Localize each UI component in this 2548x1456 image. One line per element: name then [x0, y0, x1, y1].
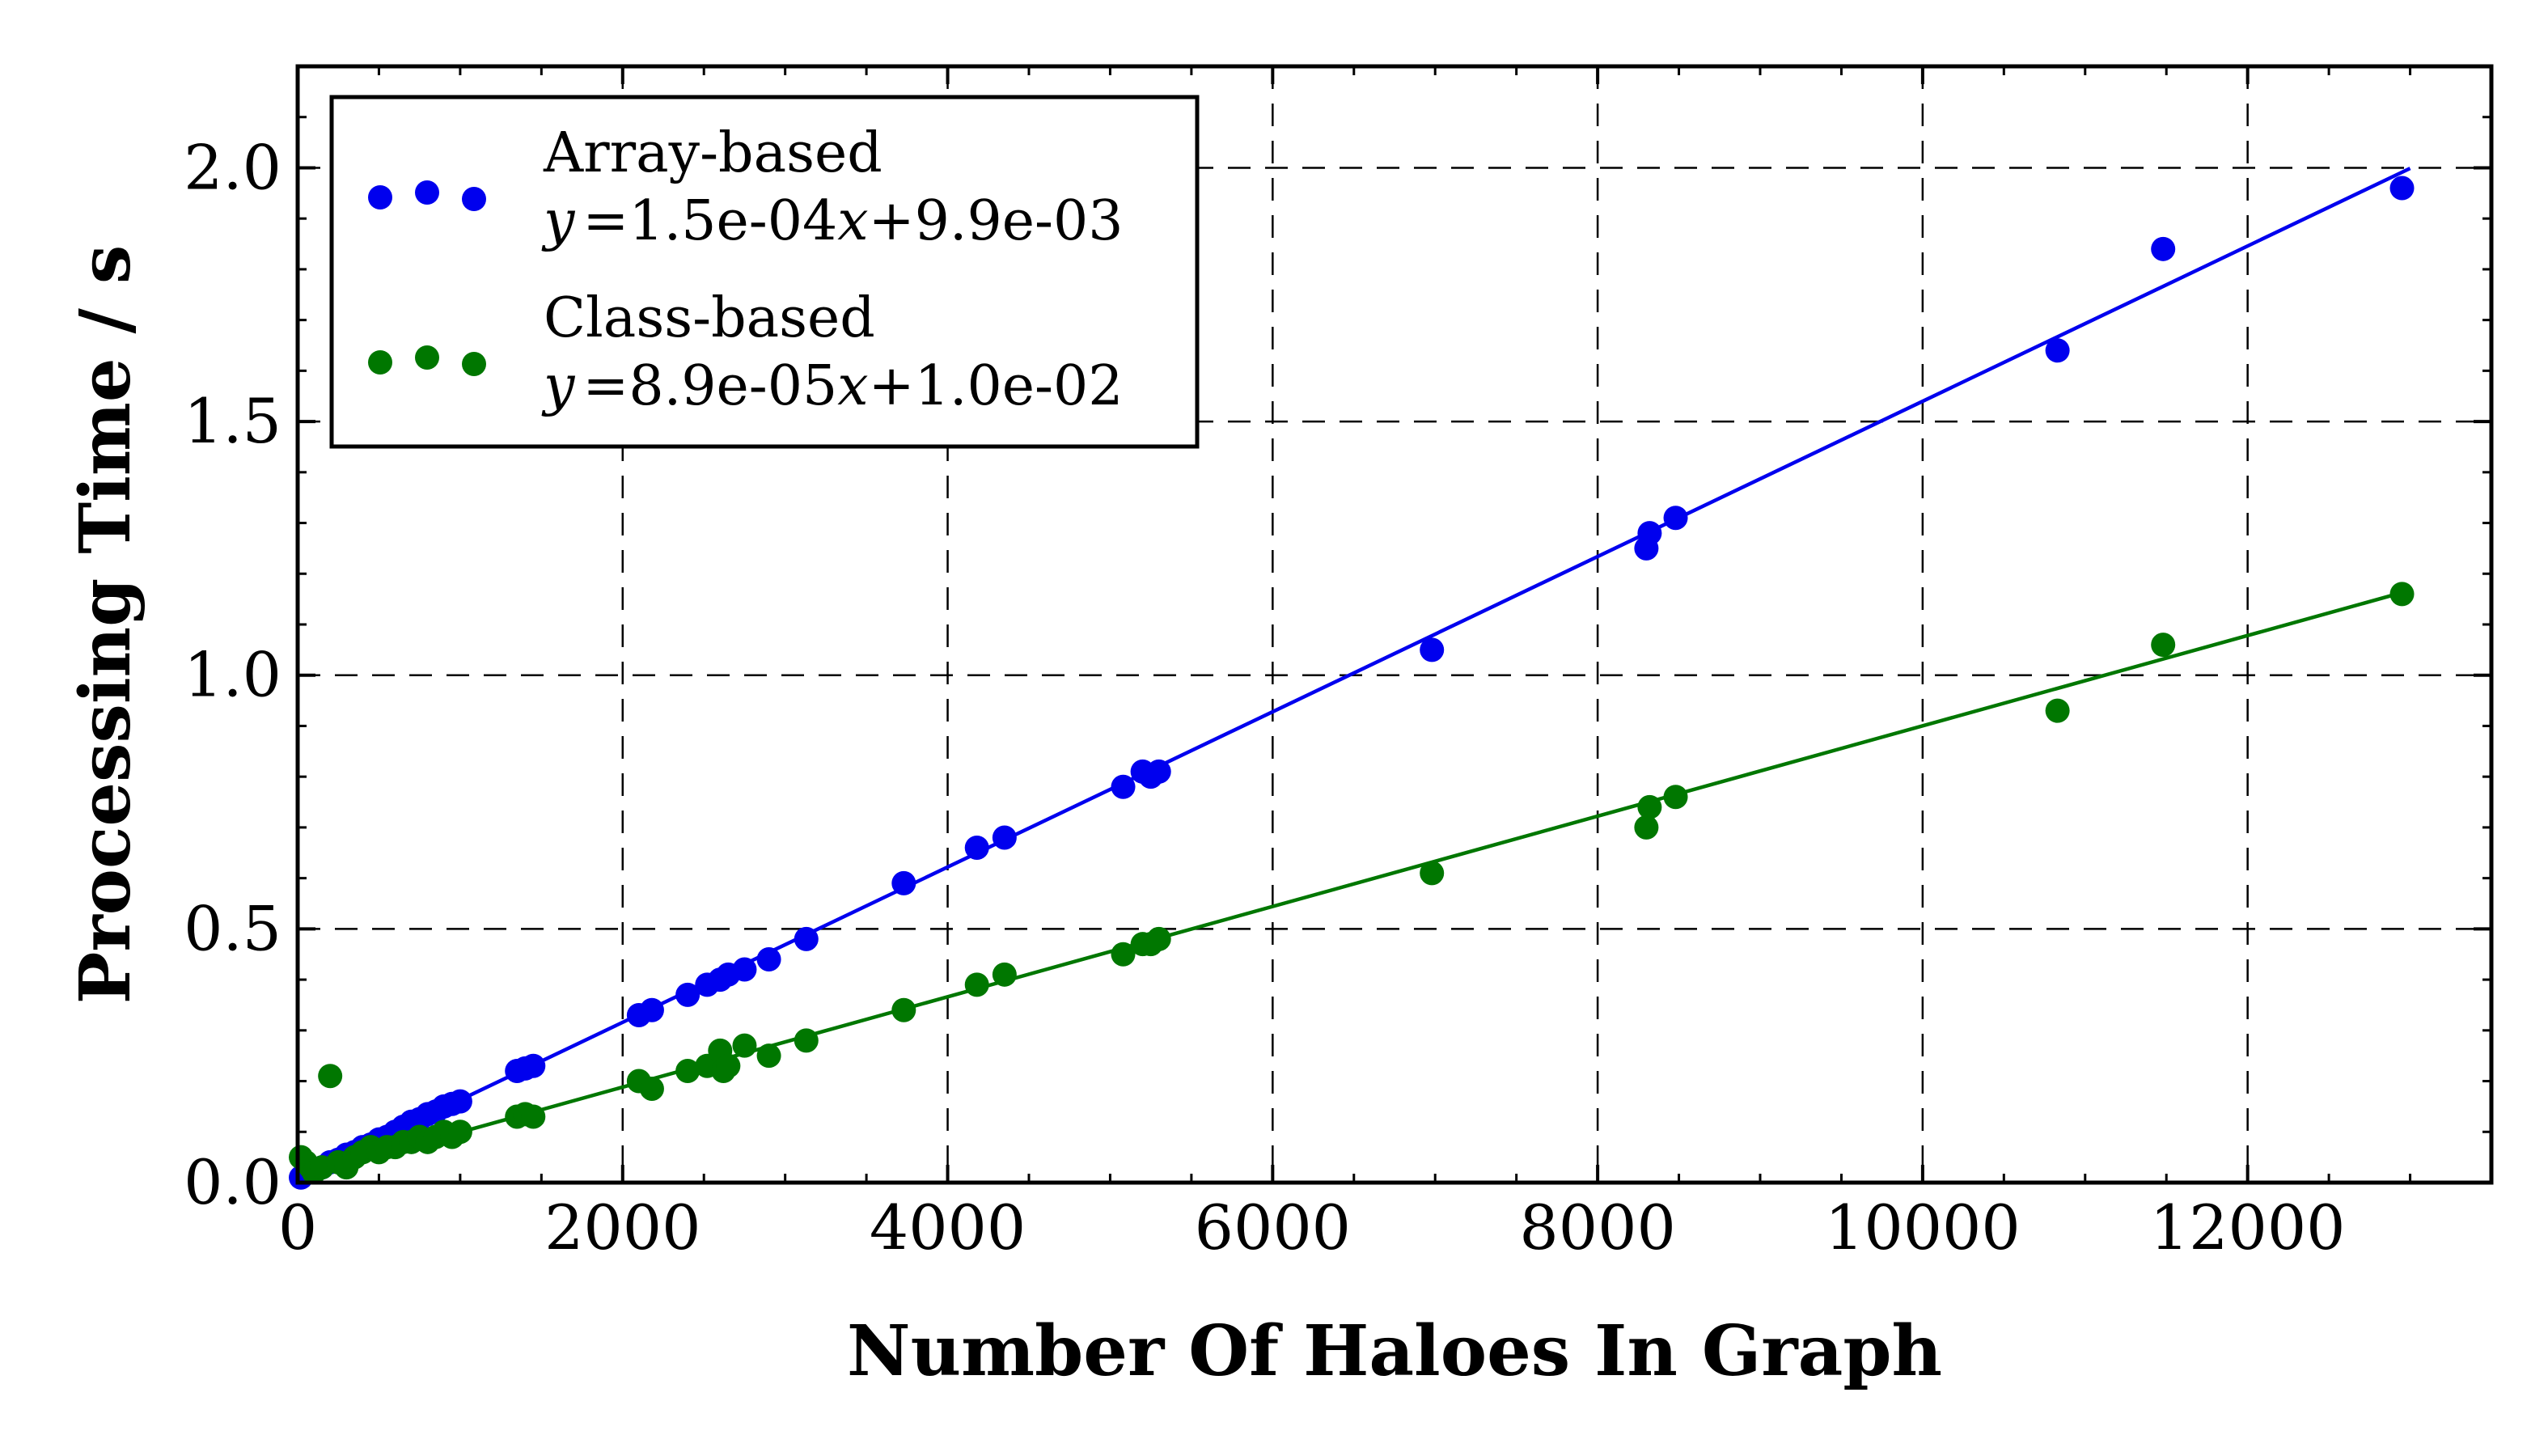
y-axis-label: Processing Time / s [65, 245, 146, 1005]
data-point-array-based [2151, 236, 2176, 261]
data-point-array-based [1111, 774, 1136, 799]
data-point-array-based [1420, 637, 1445, 662]
data-point-array-based [756, 947, 781, 971]
x-tick-label: 10000 [1825, 1191, 2021, 1263]
data-point-class-based [318, 1064, 343, 1089]
data-point-array-based [1146, 759, 1171, 784]
legend-fit-array-slope: =1.5e-04 [582, 189, 837, 253]
data-point-class-based [2151, 633, 2176, 658]
data-point-class-based [756, 1043, 781, 1069]
legend-fit-class-based: y =8.9e-05x+1.0e-02 [541, 354, 1124, 418]
legend-fit-class-x: x [837, 354, 868, 418]
x-tick-label: 6000 [1195, 1191, 1351, 1263]
data-point-array-based [794, 926, 819, 951]
data-point-class-based [447, 1120, 472, 1145]
data-point-class-based [1634, 815, 1659, 840]
data-point-class-based [964, 972, 989, 997]
legend-fit-array-y: y [541, 189, 576, 253]
legend-marker-array-3 [462, 187, 486, 211]
y-tick-label: 1.0 [184, 639, 281, 711]
data-point-array-based [2045, 338, 2070, 363]
axis-ticks: 0 2000 4000 6000 8000 10000 12000 0.0 0.5 1.0 1.5 2… [184, 66, 2491, 1263]
data-point-array-based [447, 1089, 472, 1114]
data-point-class-based [732, 1033, 757, 1058]
data-point-class-based [716, 1053, 741, 1078]
legend-fit-array-x: x [837, 189, 868, 253]
y-tick-label: 1.5 [184, 385, 281, 457]
legend-fit-array-intercept: +9.9e-03 [869, 189, 1124, 253]
fit-line-class-based [297, 588, 2411, 1179]
data-point-class-based [1637, 794, 1662, 819]
data-point-array-based [639, 997, 664, 1022]
x-tick-label: 0 [278, 1191, 317, 1263]
data-point-class-based [2045, 698, 2070, 723]
data-point-class-based [1663, 785, 1688, 810]
data-point-array-based [2389, 176, 2415, 201]
x-tick-label: 12000 [2150, 1191, 2346, 1263]
y-tick-label: 2.0 [184, 131, 281, 203]
data-point-array-based [1663, 506, 1688, 531]
data-point-array-based [521, 1053, 546, 1078]
data-point-class-based [1111, 942, 1136, 967]
x-tick-label: 8000 [1519, 1191, 1675, 1263]
legend: Array-based y =1.5e-04x+9.9e-03 Class-bas… [329, 95, 1200, 449]
data-point-class-based [992, 962, 1017, 987]
legend-label-array-based: Array-based [543, 121, 882, 185]
legend-fit-class-slope: =8.9e-05 [582, 354, 837, 418]
legend-fit-array-based: y =1.5e-04x+9.9e-03 [541, 189, 1124, 253]
x-axis-label: Number Of Haloes In Graph [847, 1310, 1942, 1392]
data-point-array-based [891, 870, 916, 895]
data-point-class-based [1420, 861, 1445, 886]
data-point-array-based [1637, 521, 1662, 546]
data-point-class-based [1146, 926, 1171, 951]
legend-marker-array-2 [415, 180, 439, 205]
data-point-class-based [794, 1028, 819, 1053]
data-point-array-based [964, 836, 989, 860]
data-points [289, 176, 2415, 1190]
data-point-class-based [675, 1059, 700, 1083]
legend-frame [329, 95, 1200, 449]
legend-marker-class-1 [368, 350, 392, 375]
legend-fit-class-intercept: +1.0e-02 [869, 354, 1124, 418]
legend-marker-class-2 [415, 345, 439, 370]
data-point-class-based [521, 1104, 546, 1129]
legend-label-class-based: Class-based [544, 286, 875, 350]
x-tick-label: 2000 [544, 1191, 700, 1263]
y-tick-label: 0.0 [184, 1146, 281, 1218]
data-point-array-based [992, 825, 1017, 850]
y-tick-label: 0.5 [184, 892, 281, 964]
data-point-class-based [891, 997, 916, 1022]
data-point-array-based [675, 982, 700, 1007]
x-tick-label: 4000 [870, 1191, 1026, 1263]
legend-fit-class-y: y [541, 354, 576, 418]
legend-marker-class-3 [462, 352, 486, 376]
data-point-array-based [732, 957, 757, 982]
legend-marker-array-1 [368, 185, 392, 210]
data-point-class-based [2389, 582, 2415, 607]
data-point-class-based [639, 1076, 664, 1101]
